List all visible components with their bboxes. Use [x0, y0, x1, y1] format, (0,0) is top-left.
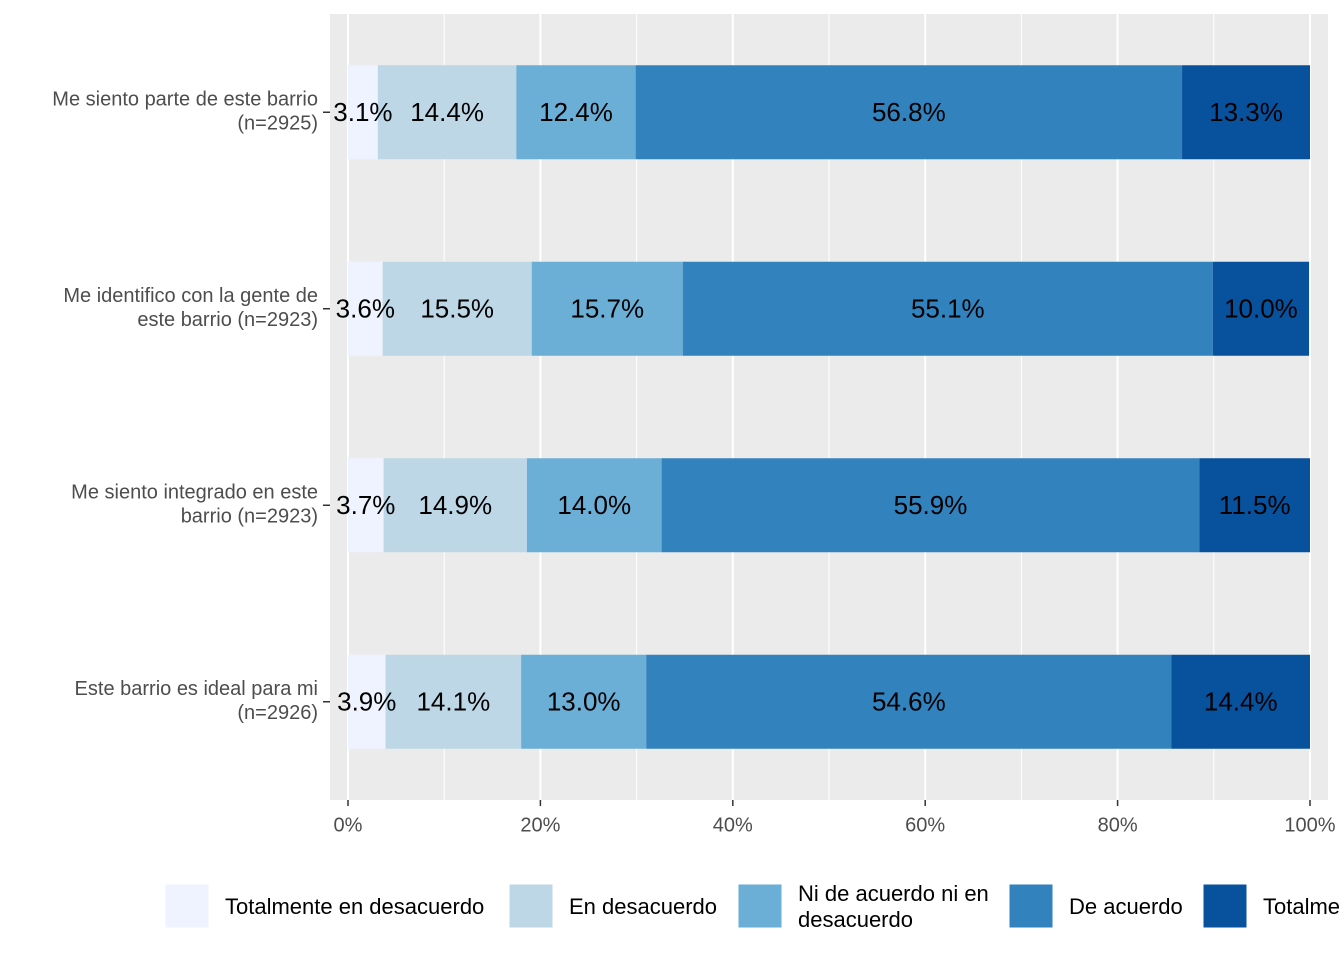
bar-segment: [526, 458, 662, 553]
bar-segment: [348, 654, 386, 749]
bar-segment: [383, 458, 527, 553]
bar-segment: [682, 261, 1213, 356]
value-label: 55.9%: [894, 490, 968, 520]
legend-label: Totalmente en desacuerdo: [225, 894, 484, 919]
value-label: 55.1%: [911, 294, 985, 324]
x-tick-label: 80%: [1098, 814, 1138, 836]
legend-label: De acuerdo: [1069, 894, 1183, 919]
value-label: 15.5%: [420, 294, 494, 324]
bar-segment: [348, 458, 384, 553]
value-label: 14.9%: [418, 490, 492, 520]
x-tick-label: 60%: [905, 814, 945, 836]
bar-segment: [348, 65, 378, 160]
value-label: 14.1%: [416, 687, 490, 717]
value-label: 13.3%: [1209, 97, 1283, 127]
x-tick-label: 0%: [334, 814, 363, 836]
legend-label: En desacuerdo: [569, 894, 717, 919]
value-label: 14.0%: [557, 490, 631, 520]
bar-segment: [1212, 261, 1310, 356]
value-label: 54.6%: [872, 687, 946, 717]
value-label: 14.4%: [410, 97, 484, 127]
bar-segment: [348, 261, 383, 356]
bar-segment: [635, 65, 1183, 160]
y-tick-label: Me identifico con la gente de este barrio…: [63, 285, 318, 331]
value-label: 12.4%: [539, 97, 613, 127]
bar-segment: [531, 261, 683, 356]
value-label: 3.1%: [333, 97, 392, 127]
bar-segment: [1171, 654, 1310, 749]
value-label: 11.5%: [1219, 490, 1291, 520]
bar-segment: [385, 654, 522, 749]
bar-segment: [1182, 65, 1310, 160]
legend-key: [1202, 883, 1248, 929]
legend-label: Ni de acuerdo ni en desacuerdo: [798, 881, 989, 932]
x-tick-label: 40%: [713, 814, 753, 836]
bar-segment: [516, 65, 636, 160]
y-tick-label: Me siento integrado en este barrio (n=292…: [71, 482, 318, 528]
x-tick-label: 100%: [1284, 814, 1335, 836]
bar-segment: [1199, 458, 1310, 553]
value-label: 3.6%: [336, 294, 395, 324]
value-label: 14.4%: [1204, 687, 1278, 717]
y-tick-label: Me siento parte de este barrio (n=2925): [52, 89, 318, 135]
legend-label: Totalme: [1263, 894, 1340, 919]
bar-segment: [661, 458, 1200, 553]
value-label: 10.0%: [1224, 294, 1298, 324]
value-label: 3.9%: [337, 687, 396, 717]
value-label: 13.0%: [547, 687, 621, 717]
x-tick-label: 20%: [520, 814, 560, 836]
value-label: 3.7%: [336, 490, 395, 520]
legend-key: [737, 883, 783, 929]
bar-segment: [646, 654, 1172, 749]
value-label: 56.8%: [872, 97, 946, 127]
bar-segment: [521, 654, 647, 749]
y-tick-label: Este barrio es ideal para mi (n=2926): [75, 678, 318, 724]
bar-segment: [377, 65, 517, 160]
legend-key: [1008, 883, 1054, 929]
value-label: 15.7%: [570, 294, 644, 324]
legend-key: [508, 883, 554, 929]
bar-segment: [382, 261, 532, 356]
legend-key: [164, 883, 210, 929]
